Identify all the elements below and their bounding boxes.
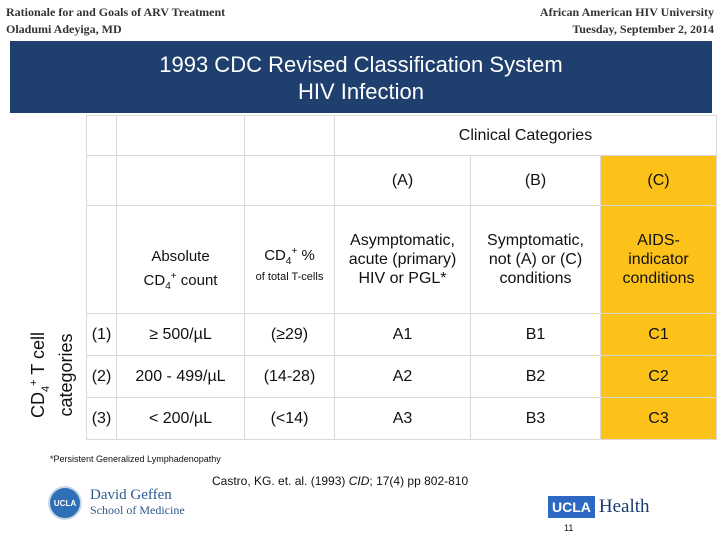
category-c-cell: C3 — [600, 397, 717, 440]
citation: Castro, KG. et. al. (1993) CID; 17(4) pp… — [212, 474, 469, 488]
percent-header: CD4+ % of total T-cells — [244, 205, 335, 314]
table-row: (3) < 200/µL (<14) A3 B3 C3 — [86, 397, 717, 440]
percent-cell: (<14) — [244, 397, 335, 440]
absolute-count-header: Absolute CD4+ count — [116, 205, 245, 314]
presentation-header-left: Rationale for and Goals of ARV Treatment… — [6, 4, 225, 38]
absolute-count-cell: < 200/µL — [116, 397, 245, 440]
row-number: (3) — [86, 397, 117, 440]
category-a-code: (A) — [334, 155, 471, 206]
category-c-cell: C2 — [600, 355, 717, 398]
slide-title-banner: 1993 CDC Revised Classification System H… — [10, 41, 712, 113]
geffen-logo-line1: David Geffen — [90, 487, 172, 503]
percent-cell: (≥29) — [244, 313, 335, 356]
presentation-header-right: African American HIV University Tuesday,… — [540, 4, 714, 38]
ucla-health-logo: UCLA Health — [548, 496, 650, 518]
category-b-cell: B2 — [470, 355, 601, 398]
ucla-seal-icon: UCLA — [48, 486, 82, 520]
ucla-wordmark: UCLA — [548, 496, 595, 518]
clinical-categories-header: Clinical Categories — [334, 115, 717, 156]
category-b-cell: B3 — [470, 397, 601, 440]
absolute-count-cell: 200 - 499/µL — [116, 355, 245, 398]
event-name: African American HIV University — [539, 5, 714, 19]
absolute-count-cell: ≥ 500/µL — [116, 313, 245, 356]
category-a-cell: A1 — [334, 313, 471, 356]
slide-number: 11 — [564, 523, 574, 533]
health-wordmark: Health — [598, 496, 650, 517]
row-number: (1) — [86, 313, 117, 356]
category-b-description: Symptomatic, not (A) or (C) conditions — [470, 205, 601, 314]
geffen-logo-line2: School of Medicine — [90, 503, 185, 517]
category-b-code: (B) — [470, 155, 601, 206]
table-row: (2) 200 - 499/µL (14-28) A2 B2 C2 — [86, 355, 717, 398]
category-c-description: AIDS- indicator conditions — [600, 205, 717, 314]
table-row: (1) ≥ 500/µL (≥29) A1 B1 C1 — [86, 313, 717, 356]
slide-title-line2: HIV Infection — [298, 79, 424, 104]
event-date: Tuesday, September 2, 2014 — [572, 22, 714, 36]
row-number: (2) — [86, 355, 117, 398]
presenter-name: Oladumi Adeyiga, MD — [6, 22, 122, 36]
classification-table: Clinical Categories (A) (B) (C) Absolute… — [86, 115, 717, 440]
footnote: *Persistent Generalized Lymphadenopathy — [50, 454, 221, 464]
slide-title-line1: 1993 CDC Revised Classification System — [159, 52, 563, 77]
percent-header-note: of total T-cells — [255, 271, 324, 283]
cd4-category-label: CD4+ T cell categories — [28, 332, 76, 418]
geffen-school-logo: UCLA David Geffen School of Medicine — [48, 486, 185, 520]
category-b-cell: B1 — [470, 313, 601, 356]
category-c-code: (C) — [600, 155, 717, 206]
category-c-cell: C1 — [600, 313, 717, 356]
cd4-category-label-area: CD4+ T cell categories — [18, 310, 82, 440]
category-a-cell: A3 — [334, 397, 471, 440]
category-a-description: Asymptomatic, acute (primary) HIV or PGL… — [334, 205, 471, 314]
presentation-title: Rationale for and Goals of ARV Treatment — [6, 5, 226, 19]
percent-cell: (14-28) — [244, 355, 335, 398]
category-a-cell: A2 — [334, 355, 471, 398]
